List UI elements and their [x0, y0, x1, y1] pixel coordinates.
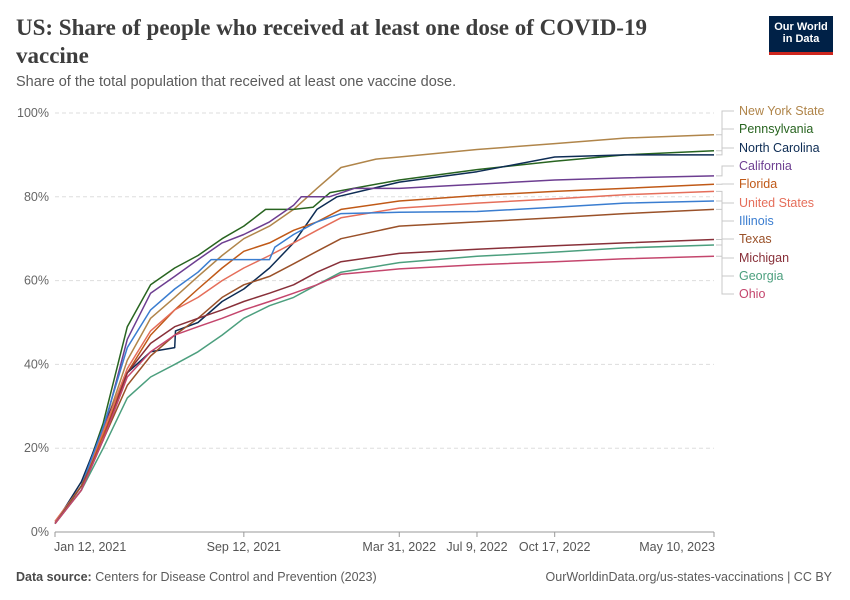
x-tick-label: Jul 9, 2022: [446, 540, 507, 554]
y-tick-label: 80%: [24, 190, 49, 204]
series-line[interactable]: [54, 238, 715, 525]
legend[interactable]: New York State Pennsylvania North Carolina…: [716, 104, 825, 301]
axes: 0% 20% 40% 60% 80% 100% Jan 12, 2021 Sep 12, 20…: [17, 106, 715, 554]
legend-label[interactable]: North Carolina: [739, 141, 820, 155]
legend-connector: [716, 244, 734, 277]
legend-label[interactable]: United States: [739, 196, 814, 210]
x-tick-label: Oct 17, 2022: [519, 540, 591, 554]
logo-line-1: Our World: [774, 21, 828, 33]
legend-connector: [716, 165, 734, 177]
legend-connector: [716, 239, 734, 259]
legend-label[interactable]: Texas: [739, 232, 772, 246]
series-line[interactable]: [54, 244, 715, 525]
data-source: Data source: Centers for Disease Control…: [16, 570, 377, 584]
legend-connector: [716, 200, 734, 222]
y-tick-label: 40%: [24, 357, 49, 371]
x-tick-label: May 10, 2023: [639, 540, 715, 554]
legend-connector: [716, 190, 734, 204]
legend-connector: [716, 128, 734, 152]
legend-label[interactable]: New York State: [739, 104, 825, 118]
grid: [55, 112, 714, 533]
data-source-label: Data source:: [16, 570, 92, 584]
series-line[interactable]: [54, 200, 715, 525]
logo-line-2: in Data: [782, 33, 820, 45]
legend-label[interactable]: Georgia: [739, 269, 784, 283]
page-title: US: Share of people who received at leas…: [16, 15, 647, 68]
y-tick-label: 100%: [17, 106, 49, 120]
series-lines[interactable]: [54, 134, 715, 525]
series-line[interactable]: [54, 208, 715, 525]
legend-connector: [716, 110, 734, 136]
legend-connector: [716, 255, 734, 295]
y-tick-label: 0%: [31, 525, 49, 539]
x-tick-label: Mar 31, 2022: [362, 540, 436, 554]
chart-subtitle: Share of the total population that recei…: [16, 74, 457, 90]
series-line[interactable]: [54, 255, 715, 525]
x-tick-label: Jan 12, 2021: [54, 540, 126, 554]
legend-connector: [716, 147, 734, 156]
x-tick-label: Sep 12, 2021: [207, 540, 281, 554]
legend-label[interactable]: Illinois: [739, 214, 774, 228]
data-source-text[interactable]: Centers for Disease Control and Preventi…: [95, 570, 377, 584]
series-line[interactable]: [54, 149, 715, 525]
y-tick-label: 60%: [24, 274, 49, 288]
series-line[interactable]: [54, 190, 715, 522]
series-line[interactable]: [54, 134, 715, 522]
source-url[interactable]: OurWorldinData.org/us-states-vaccination…: [545, 570, 832, 584]
owid-logo[interactable]: Our World in Data: [769, 16, 833, 55]
legend-label[interactable]: Michigan: [739, 251, 789, 265]
legend-connector: [716, 208, 734, 240]
legend-label[interactable]: Pennsylvania: [739, 122, 813, 136]
legend-label[interactable]: Ohio: [739, 287, 765, 301]
y-tick-label: 20%: [24, 441, 49, 455]
legend-label[interactable]: Florida: [739, 177, 777, 191]
legend-label[interactable]: California: [739, 159, 792, 173]
series-line[interactable]: [54, 175, 715, 525]
